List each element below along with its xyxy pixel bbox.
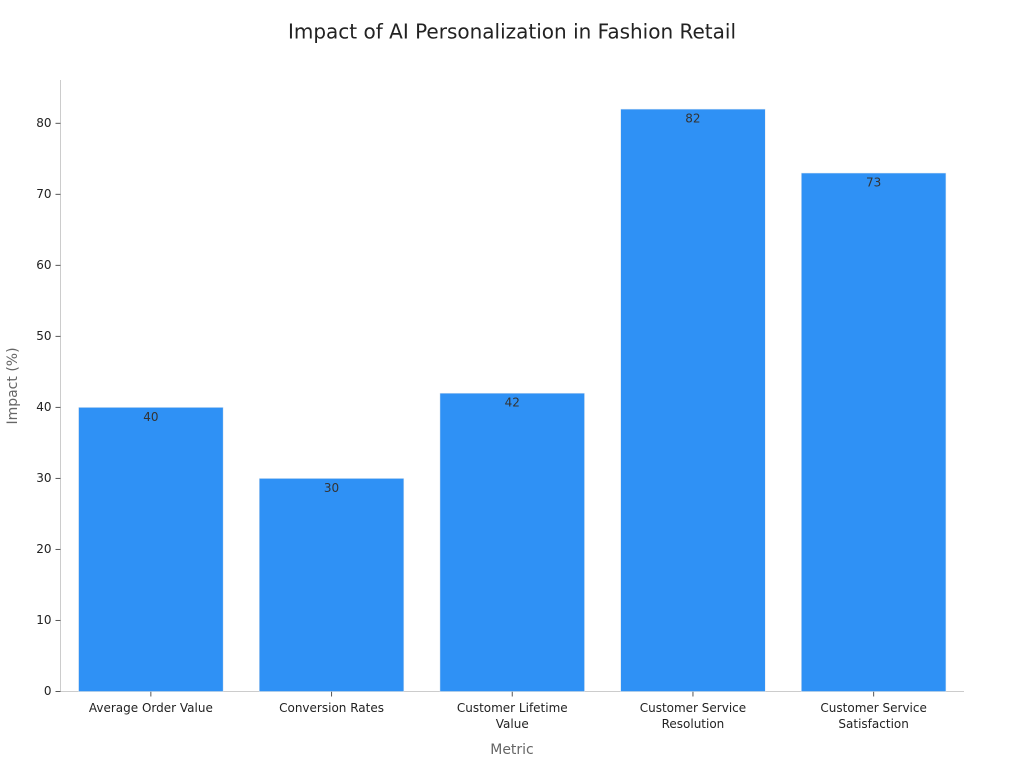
x-tick-label: Customer Service Satisfaction xyxy=(820,700,927,731)
y-tick-label: 20 xyxy=(36,542,51,556)
y-tick-label: 10 xyxy=(36,613,51,627)
bar xyxy=(439,392,585,692)
y-tick-label: 0 xyxy=(44,684,52,698)
y-tick-label: 70 xyxy=(36,187,51,201)
x-tick-label: Conversion Rates xyxy=(279,700,384,715)
y-tick-label: 60 xyxy=(36,258,51,272)
bar xyxy=(78,407,224,692)
x-tick-label: Average Order Value xyxy=(88,700,213,715)
y-tick-label: 80 xyxy=(36,116,51,130)
y-tick-label: 40 xyxy=(36,400,51,414)
x-tick-label: Customer Lifetime Value xyxy=(456,700,568,731)
data-label: 42 xyxy=(505,396,520,410)
chart-title: Impact of AI Personalization in Fashion … xyxy=(288,20,736,44)
y-tick-label: 30 xyxy=(36,471,51,485)
x-tick-label: Customer Service Resolution xyxy=(639,700,747,731)
bar xyxy=(801,172,947,692)
y-tick-label: 50 xyxy=(36,329,51,343)
bar xyxy=(259,478,405,692)
bar xyxy=(620,108,766,692)
data-label: 73 xyxy=(866,176,881,190)
y-axis-label: Impact (%) xyxy=(5,347,21,424)
data-label: 40 xyxy=(143,410,158,424)
data-label: 30 xyxy=(324,481,339,495)
x-axis-label: Metric xyxy=(490,742,534,758)
data-label: 82 xyxy=(685,112,700,126)
